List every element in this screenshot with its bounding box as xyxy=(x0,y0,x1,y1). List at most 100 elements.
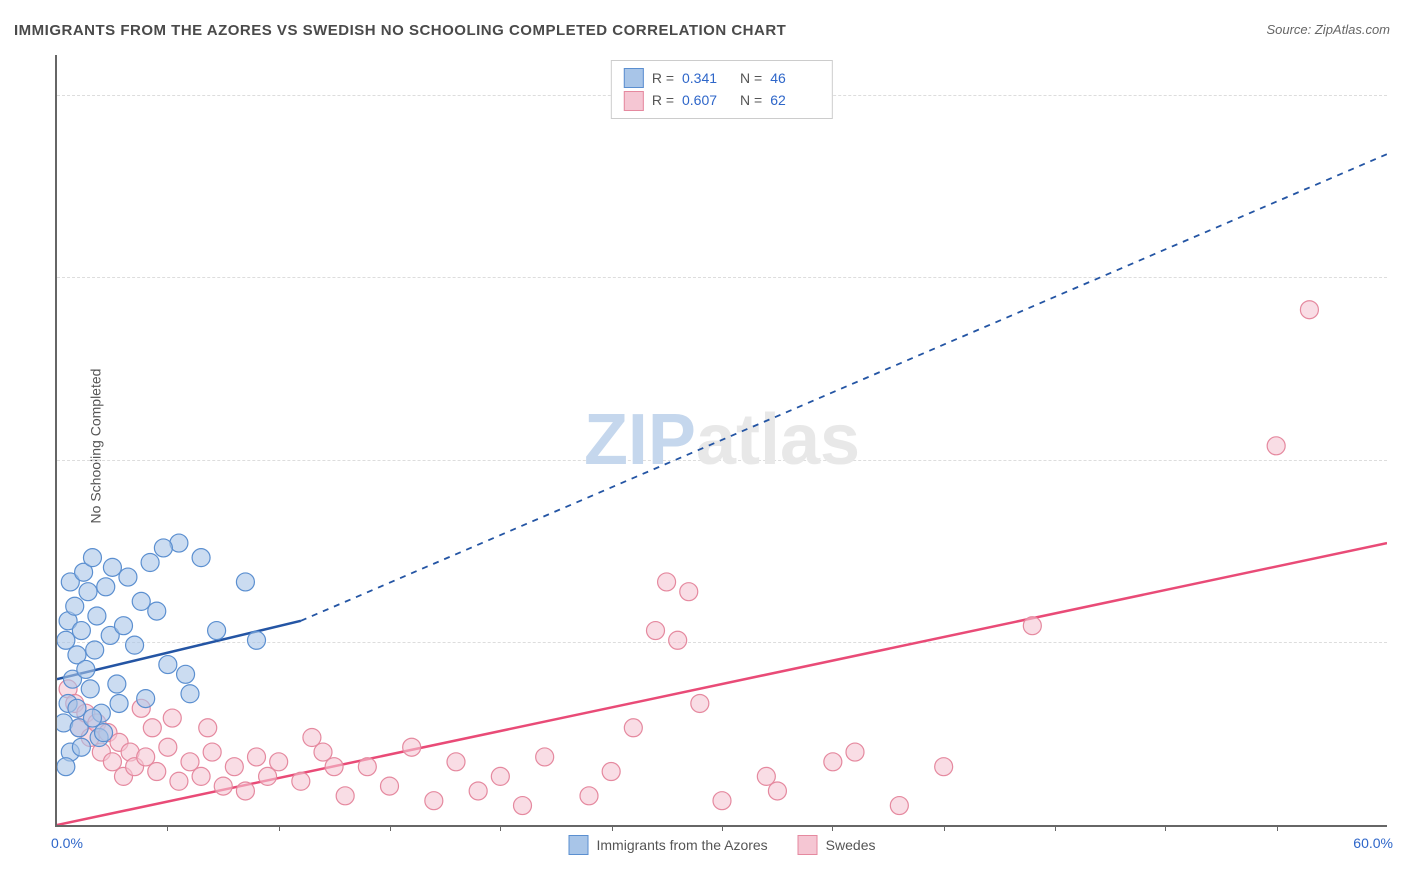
data-point xyxy=(1023,617,1041,635)
data-point xyxy=(159,656,177,674)
source-label: Source: ZipAtlas.com xyxy=(1266,22,1390,37)
data-point xyxy=(159,738,177,756)
legend-n-label: N = xyxy=(740,89,762,111)
data-point xyxy=(77,660,95,678)
bottom-legend-label: Immigrants from the Azores xyxy=(597,837,768,853)
data-point xyxy=(768,782,786,800)
data-point xyxy=(713,792,731,810)
data-point xyxy=(602,763,620,781)
data-point xyxy=(303,729,321,747)
data-point xyxy=(103,558,121,576)
legend-swatch xyxy=(624,91,644,111)
x-tick xyxy=(1277,825,1278,831)
data-point xyxy=(141,554,159,572)
data-point xyxy=(1267,437,1285,455)
data-point xyxy=(86,641,104,659)
x-max-label: 60.0% xyxy=(1353,835,1393,851)
data-point xyxy=(358,758,376,776)
data-point xyxy=(83,549,101,567)
data-point xyxy=(680,583,698,601)
data-point xyxy=(148,763,166,781)
data-point xyxy=(824,753,842,771)
data-point xyxy=(132,592,150,610)
data-point xyxy=(236,782,254,800)
data-point xyxy=(143,719,161,737)
legend-row: R = 0.341 N = 46 xyxy=(624,67,820,89)
data-point xyxy=(248,631,266,649)
data-point xyxy=(491,767,509,785)
data-point xyxy=(214,777,232,795)
data-point xyxy=(181,685,199,703)
chart-title: IMMIGRANTS FROM THE AZORES VS SWEDISH NO… xyxy=(14,22,786,39)
data-point xyxy=(580,787,598,805)
scatter-plot xyxy=(57,55,1387,825)
data-point xyxy=(177,665,195,683)
legend-r-label: R = xyxy=(652,89,674,111)
x-tick xyxy=(722,825,723,831)
data-point xyxy=(68,699,86,717)
data-point xyxy=(270,753,288,771)
data-point xyxy=(624,719,642,737)
legend-n-value: 62 xyxy=(770,89,820,111)
legend-swatch xyxy=(624,68,644,88)
data-point xyxy=(447,753,465,771)
data-point xyxy=(469,782,487,800)
data-point xyxy=(647,622,665,640)
x-tick xyxy=(500,825,501,831)
legend-swatch xyxy=(569,835,589,855)
legend-r-value: 0.341 xyxy=(682,67,732,89)
x-tick xyxy=(167,825,168,831)
data-point xyxy=(846,743,864,761)
bottom-legend-item: Immigrants from the Azores xyxy=(569,835,768,855)
trend-line xyxy=(57,543,1387,825)
data-point xyxy=(536,748,554,766)
data-point xyxy=(691,694,709,712)
x-tick xyxy=(832,825,833,831)
data-point xyxy=(425,792,443,810)
data-point xyxy=(935,758,953,776)
data-point xyxy=(170,772,188,790)
legend-box: R = 0.341 N = 46 R = 0.607 N = 62 xyxy=(611,60,833,119)
data-point xyxy=(137,690,155,708)
header: IMMIGRANTS FROM THE AZORES VS SWEDISH NO… xyxy=(0,0,1406,50)
data-point xyxy=(203,743,221,761)
data-point xyxy=(292,772,310,790)
trend-line xyxy=(301,154,1387,621)
data-point xyxy=(79,583,97,601)
legend-n-value: 46 xyxy=(770,67,820,89)
chart-area: ZIPatlas 3.8%7.5%11.2%15.0% R =0.341N =4… xyxy=(55,55,1387,827)
data-point xyxy=(72,622,90,640)
data-point xyxy=(1300,301,1318,319)
data-point xyxy=(208,622,226,640)
data-point xyxy=(83,709,101,727)
data-point xyxy=(81,680,99,698)
data-point xyxy=(108,675,126,693)
legend-n-label: N = xyxy=(740,67,762,89)
data-point xyxy=(336,787,354,805)
x-tick xyxy=(612,825,613,831)
data-point xyxy=(110,694,128,712)
x-tick xyxy=(279,825,280,831)
data-point xyxy=(658,573,676,591)
bottom-legend: Immigrants from the AzoresSwedes xyxy=(569,835,876,855)
data-point xyxy=(66,597,84,615)
data-point xyxy=(72,738,90,756)
data-point xyxy=(199,719,217,737)
data-point xyxy=(119,568,137,586)
data-point xyxy=(669,631,687,649)
x-tick xyxy=(1165,825,1166,831)
data-point xyxy=(325,758,343,776)
x-tick xyxy=(390,825,391,831)
data-point xyxy=(97,578,115,596)
x-min-label: 0.0% xyxy=(51,835,83,851)
data-point xyxy=(890,797,908,815)
x-tick xyxy=(944,825,945,831)
legend-r-value: 0.607 xyxy=(682,89,732,111)
data-point xyxy=(236,573,254,591)
data-point xyxy=(403,738,421,756)
data-point xyxy=(192,549,210,567)
data-point xyxy=(148,602,166,620)
legend-swatch xyxy=(798,835,818,855)
data-point xyxy=(225,758,243,776)
legend-r-label: R = xyxy=(652,67,674,89)
